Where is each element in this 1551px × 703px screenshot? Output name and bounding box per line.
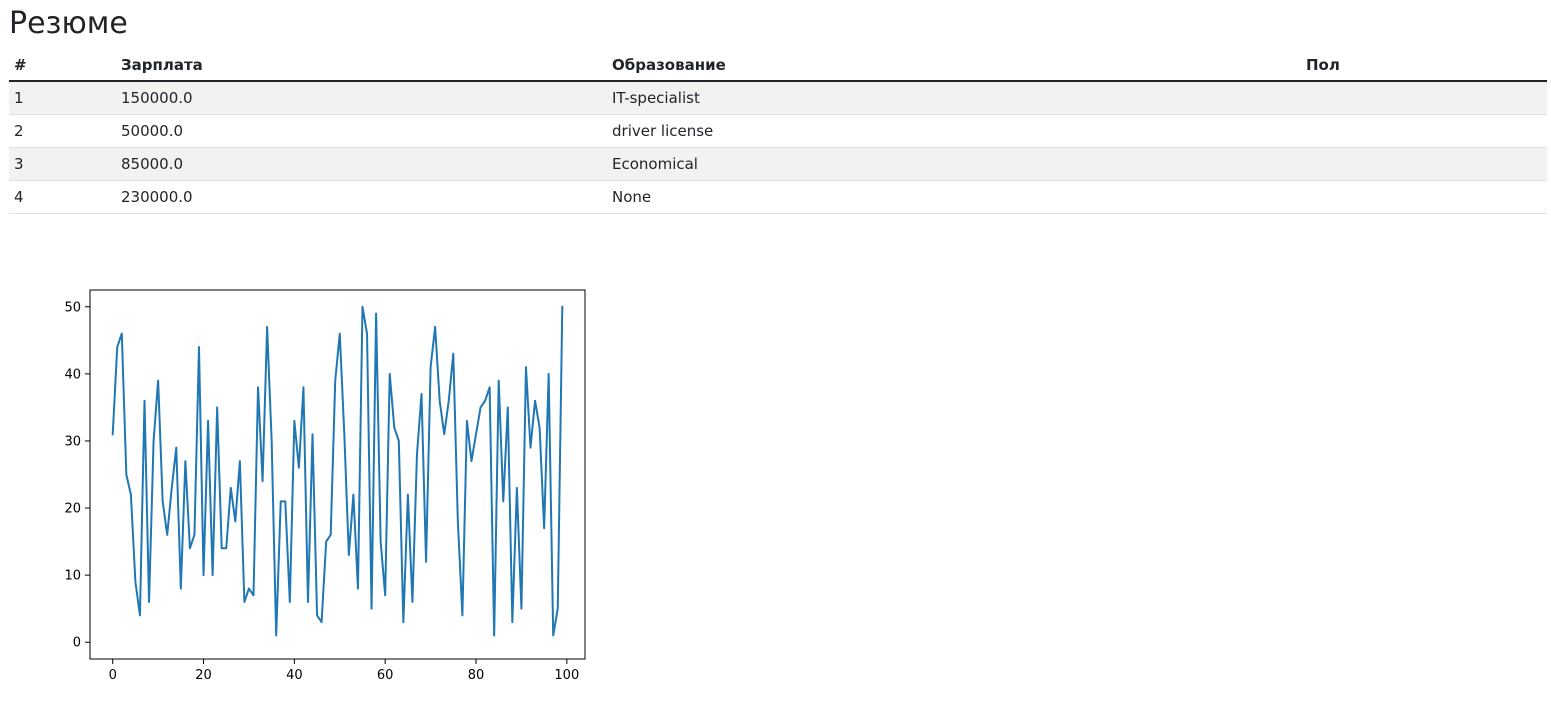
cell-education: None: [607, 180, 1301, 214]
cell-salary: 230000.0: [116, 180, 607, 214]
table-row: 2 50000.0 driver license: [9, 114, 1547, 148]
cell-num: 3: [9, 147, 116, 181]
cell-education: Economical: [607, 147, 1301, 181]
x-tick-label: 60: [377, 668, 394, 683]
cell-num: 2: [9, 114, 116, 148]
table-row: 4 230000.0 None: [9, 180, 1547, 214]
cell-sex: [1301, 180, 1547, 214]
cell-sex: [1301, 114, 1547, 148]
y-tick-label: 40: [64, 367, 81, 382]
x-tick-label: 40: [286, 668, 303, 683]
cell-sex: [1301, 81, 1547, 115]
plot-frame: [89, 289, 586, 660]
y-tick-label: 20: [64, 502, 81, 517]
cell-salary: 50000.0: [116, 114, 607, 148]
page-title: Резюме: [9, 6, 128, 41]
header-sex: Пол: [1301, 50, 1547, 82]
x-tick-label: 20: [195, 668, 212, 683]
header-num: #: [9, 50, 116, 82]
cell-num: 1: [9, 81, 116, 115]
cell-education: IT-specialist: [607, 81, 1301, 115]
x-tick-label: 80: [468, 668, 485, 683]
cell-salary: 85000.0: [116, 147, 607, 181]
y-tick-label: 30: [64, 434, 81, 449]
cell-salary: 150000.0: [116, 81, 607, 115]
x-tick-label: 0: [109, 668, 117, 683]
resume-table: # Зарплата Образование Пол 1 150000.0 IT…: [9, 50, 1547, 214]
header-education: Образование: [607, 50, 1301, 82]
cell-sex: [1301, 147, 1547, 181]
series-line: [111, 305, 564, 637]
y-tick-label: 50: [64, 300, 81, 315]
table-row: 3 85000.0 Economical: [9, 147, 1547, 181]
line-chart-svg: 0 20 40 60 80 100 0 10 20 30 40 50: [64, 289, 586, 683]
x-tick-label: 100: [554, 668, 579, 683]
y-tick-label: 0: [73, 636, 81, 651]
table-row: 1 150000.0 IT-specialist: [9, 81, 1547, 115]
y-tick-label: 10: [64, 569, 81, 584]
cell-education: driver license: [607, 114, 1301, 148]
table-header-row: # Зарплата Образование Пол: [9, 50, 1547, 82]
header-salary: Зарплата: [116, 50, 607, 82]
cell-num: 4: [9, 180, 116, 214]
line-chart: 0 20 40 60 80 100 0 10 20 30 40 50: [40, 280, 600, 690]
